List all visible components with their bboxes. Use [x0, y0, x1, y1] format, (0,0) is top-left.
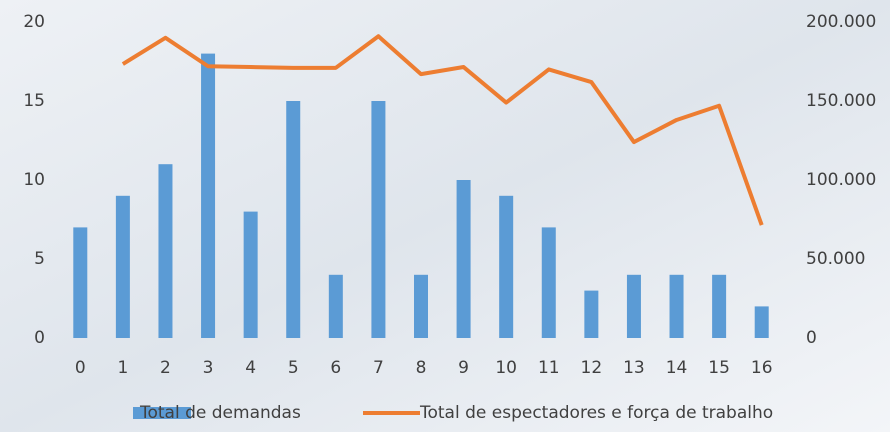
x-tick-label: 0 [75, 358, 86, 378]
x-tick-label: 13 [623, 358, 645, 378]
y2-tick-label: 0 [806, 328, 817, 348]
legend-label: Total de espectadores e força de trabalh… [419, 403, 773, 423]
x-tick-label: 6 [330, 358, 341, 378]
bar [755, 306, 769, 338]
bar [201, 54, 215, 338]
x-tick-label: 7 [373, 358, 384, 378]
x-tick-label: 3 [203, 358, 214, 378]
x-tick-label: 5 [288, 358, 299, 378]
x-tick-label: 4 [245, 358, 256, 378]
chart: 05101520050.000100.000150.000200.0000123… [0, 0, 890, 432]
bar [584, 291, 598, 338]
y2-tick-label: 50.000 [806, 249, 865, 269]
bar [244, 212, 258, 338]
x-tick-label: 11 [538, 358, 560, 378]
x-tick-label: 9 [458, 358, 469, 378]
bar [329, 275, 343, 338]
bar [542, 227, 556, 338]
x-tick-label: 14 [666, 358, 688, 378]
bar [116, 196, 130, 338]
y-tick-label: 0 [34, 328, 45, 348]
y-tick-label: 5 [34, 249, 45, 269]
bar [627, 275, 641, 338]
x-tick-label: 10 [495, 358, 517, 378]
bar [371, 101, 385, 338]
x-tick-label: 2 [160, 358, 171, 378]
x-tick-label: 8 [416, 358, 427, 378]
bar [499, 196, 513, 338]
x-tick-label: 15 [708, 358, 730, 378]
y-tick-label: 20 [23, 12, 45, 32]
y-tick-label: 15 [23, 91, 45, 111]
bar [414, 275, 428, 338]
bar [457, 180, 471, 338]
y2-tick-label: 200.000 [806, 12, 876, 32]
bar [286, 101, 300, 338]
bar [158, 164, 172, 338]
x-tick-label: 16 [751, 358, 773, 378]
y2-tick-label: 150.000 [806, 91, 876, 111]
x-tick-label: 12 [581, 358, 603, 378]
x-tick-label: 1 [117, 358, 128, 378]
bar [73, 227, 87, 338]
bar [712, 275, 726, 338]
legend-label: Total de demandas [139, 403, 301, 423]
bar [670, 275, 684, 338]
y2-tick-label: 100.000 [806, 170, 876, 190]
y-tick-label: 10 [23, 170, 45, 190]
